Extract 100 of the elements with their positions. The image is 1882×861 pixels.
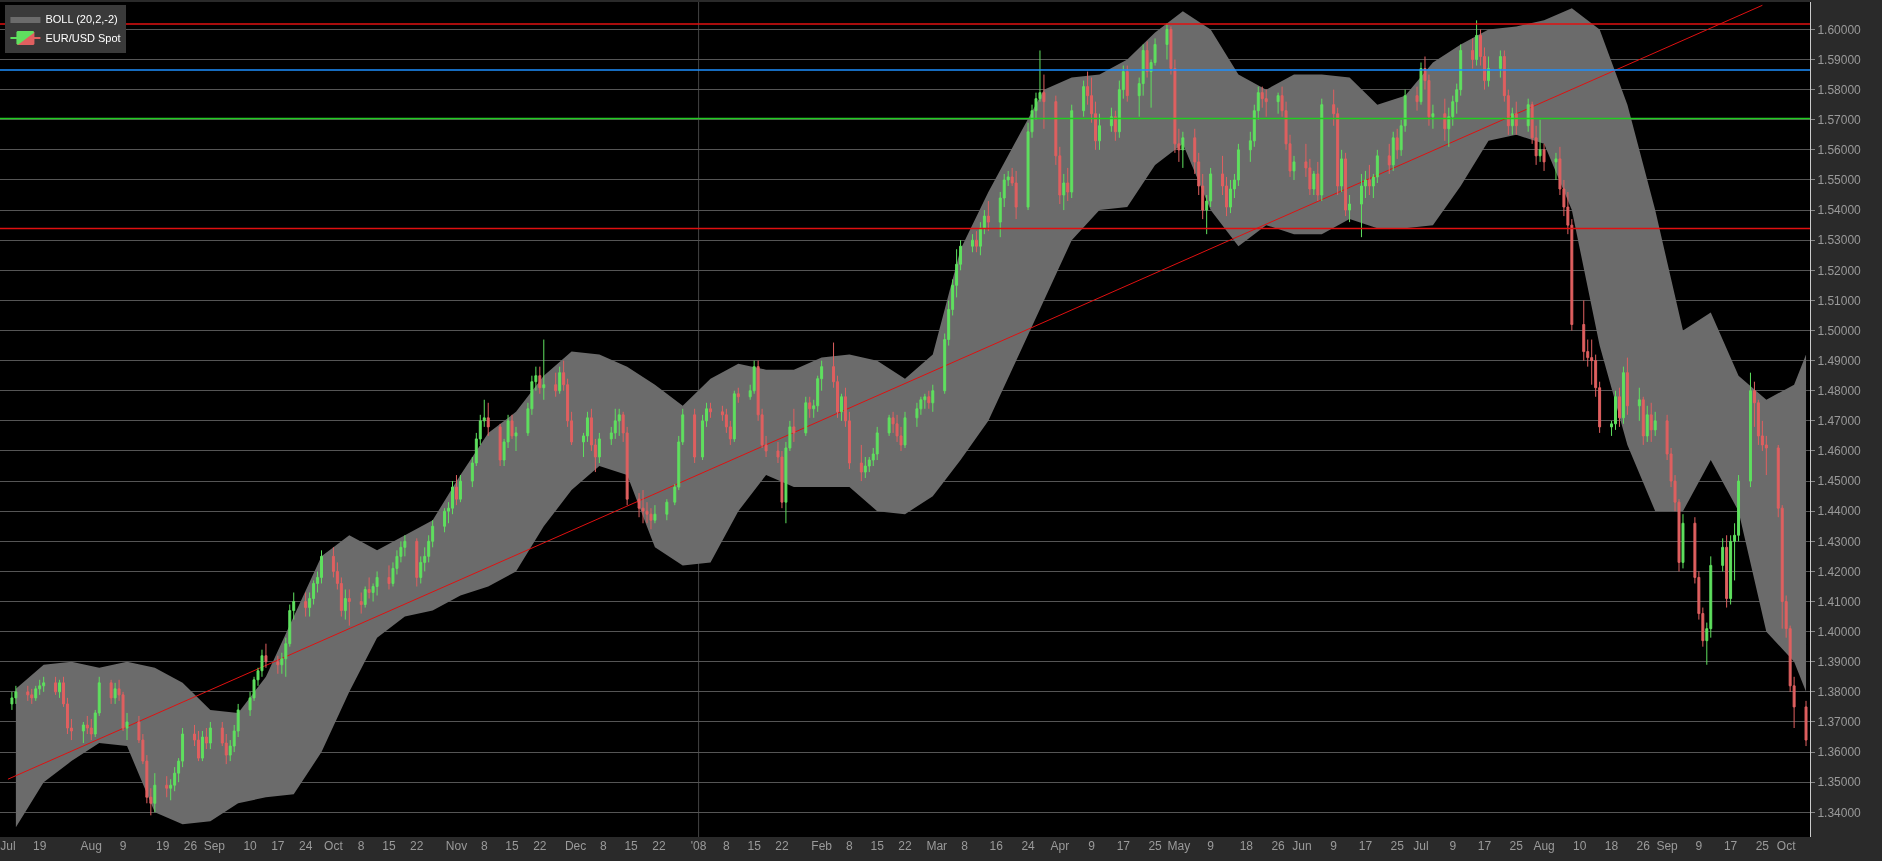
candlestick	[1070, 104, 1074, 199]
candlestick	[1538, 119, 1542, 163]
candlestick	[1125, 65, 1129, 103]
x-tick-label: 22	[410, 839, 424, 853]
candlestick	[363, 585, 367, 609]
candlestick	[1471, 37, 1475, 70]
candlestick	[1554, 152, 1558, 181]
candlestick	[542, 339, 546, 401]
x-tick-label: 17	[1116, 839, 1131, 853]
candlestick	[1621, 366, 1625, 425]
x-tick-label: 22	[898, 839, 912, 853]
y-tick-label: 1.60000	[1817, 22, 1862, 37]
candlestick	[304, 591, 308, 618]
candlestick	[931, 384, 935, 413]
candlestick	[204, 727, 208, 750]
x-tick-label: 17	[1358, 839, 1373, 853]
candlestick	[1419, 62, 1423, 106]
x-tick-label: 18	[1239, 839, 1254, 853]
candlestick	[367, 576, 371, 600]
x-tick-label: Jul	[0, 839, 16, 853]
x-tick-label: 8	[357, 839, 365, 853]
candlestick	[1645, 405, 1649, 443]
candlestick	[455, 474, 458, 506]
y-tick-label: 1.39000	[1817, 654, 1862, 669]
candlestick	[1637, 387, 1641, 422]
x-tick-label: 17	[1723, 839, 1738, 853]
candlestick	[1042, 74, 1046, 130]
x-tick-label: Apr	[1050, 839, 1070, 853]
candlestick	[653, 504, 657, 524]
x-tick-label: 8	[723, 839, 731, 853]
y-tick-label: 1.52000	[1817, 263, 1862, 278]
x-tick-label: 8	[961, 839, 969, 853]
x-tick-label: 25	[1148, 839, 1163, 853]
candlestick	[1360, 173, 1363, 238]
candlestick	[693, 408, 697, 464]
candlestick	[1165, 22, 1169, 61]
y-tick-label: 1.49000	[1817, 353, 1862, 368]
candlestick	[804, 396, 808, 437]
candlestick	[1653, 411, 1657, 437]
x-tick-label: May	[1167, 839, 1191, 853]
candlestick	[1344, 152, 1348, 217]
candlestick	[1725, 534, 1729, 609]
candlestick	[458, 474, 462, 503]
candlestick	[732, 390, 736, 443]
candlestick	[597, 432, 601, 464]
x-tick-label: 25	[1509, 839, 1524, 853]
x-tick-label: 15	[624, 839, 639, 853]
x-tick-label: 9	[1449, 839, 1457, 853]
candlestick	[58, 679, 62, 699]
candlestick	[510, 414, 514, 440]
candlestick	[109, 679, 113, 705]
candlestick	[665, 498, 669, 521]
y-tick-label: 1.53000	[1817, 233, 1862, 248]
candlestick	[125, 712, 129, 741]
candlestick	[1526, 98, 1530, 133]
candlestick	[415, 537, 419, 587]
y-tick-label: 1.51000	[1817, 293, 1862, 308]
candlestick	[208, 721, 212, 750]
candlestick	[343, 588, 347, 621]
candlestick	[89, 718, 93, 741]
candlestick	[54, 676, 58, 696]
x-tick-label: Sep	[203, 839, 226, 853]
candlestick	[1391, 131, 1395, 172]
y-tick-label: 1.50000	[1817, 323, 1862, 338]
candlestick	[1721, 537, 1725, 572]
candlestick	[387, 564, 391, 590]
candlestick	[558, 366, 562, 395]
candlestick	[1681, 513, 1685, 569]
candlestick	[792, 408, 796, 443]
x-tick-label: 8	[480, 839, 488, 853]
y-tick-label: 1.45000	[1817, 474, 1862, 489]
x-tick-label: Jun	[1292, 839, 1312, 853]
candlestick	[26, 685, 30, 702]
candlestick	[1276, 92, 1280, 115]
x-tick-label: 26	[1636, 839, 1651, 853]
x-tick-label: 22	[652, 839, 666, 853]
candlestick	[153, 772, 157, 813]
candlestick	[1098, 113, 1101, 151]
x-tick-label: 25	[1755, 839, 1770, 853]
x-tick-label: 24	[1021, 839, 1036, 853]
candlestick	[986, 200, 990, 232]
candlestick	[498, 423, 502, 467]
x-tick-label: 26	[1271, 839, 1286, 853]
x-tick-label: 8	[846, 839, 854, 853]
y-tick-label: 1.59000	[1817, 52, 1862, 67]
x-tick-label: Oct	[1776, 839, 1797, 853]
candlestick	[1510, 107, 1514, 136]
candlestick	[554, 372, 558, 398]
x-tick-label: 26	[183, 839, 198, 853]
candlestick	[709, 402, 712, 419]
candlestick	[1618, 387, 1621, 428]
y-tick-label: 1.44000	[1817, 504, 1862, 519]
candlestick	[1498, 49, 1502, 79]
candlestick	[200, 730, 204, 762]
candlestick	[863, 456, 867, 479]
candlestick	[1340, 149, 1344, 193]
candlestick	[1641, 396, 1645, 446]
x-tick-label: 19	[33, 839, 47, 853]
candlestick	[859, 444, 863, 482]
candlestick	[1113, 110, 1117, 142]
